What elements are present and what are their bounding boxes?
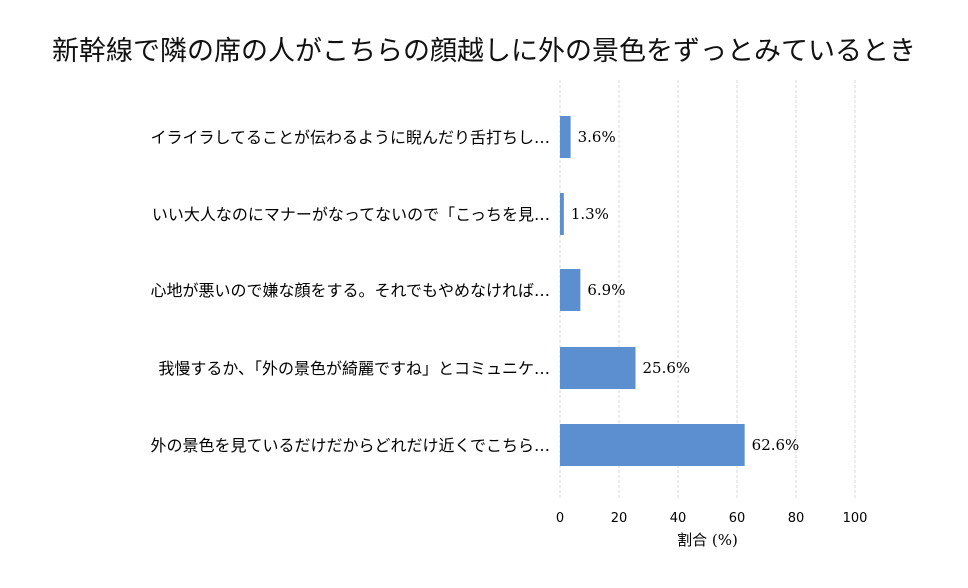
value-labels: 3.6% 1.3% 6.9% 25.6% 62.6% <box>571 128 799 454</box>
x-axis-label: 割合 (%) <box>677 531 738 549</box>
x-tick-label: 80 <box>788 511 805 526</box>
x-tick-label: 0 <box>556 511 564 526</box>
bar <box>560 193 564 235</box>
category-label: 外の景色を見ているだけだからどれだけ近くでこちら… <box>150 436 550 455</box>
bars <box>560 116 745 466</box>
value-label: 1.3% <box>571 205 609 223</box>
category-label: 我慢するか、「外の景色が綺麗ですね」とコミュニケ… <box>158 359 550 378</box>
x-tick-label: 60 <box>729 511 746 526</box>
bar <box>560 424 745 466</box>
category-label: イライラしてることが伝わるように睨んだり舌打ちし… <box>150 128 550 147</box>
x-tick-label: 20 <box>611 511 628 526</box>
value-label: 25.6% <box>643 359 691 377</box>
bar <box>560 347 636 389</box>
bar <box>560 269 581 311</box>
value-label: 3.6% <box>578 128 616 146</box>
x-tick-label: 40 <box>670 511 687 526</box>
category-label: いい大人なのにマナーがなってないので「こっちを見… <box>152 205 550 224</box>
chart-title: 新幹線で隣の席の人がこちらの顔越しに外の景色をずっとみているとき <box>52 36 916 67</box>
value-label: 62.6% <box>752 436 800 454</box>
x-axis-ticks: 0 20 40 60 80 100 <box>556 511 868 526</box>
category-labels: イライラしてることが伝わるように睨んだり舌打ちし… いい大人なのにマナーがなってな… <box>150 128 550 455</box>
category-label: 心地が悪いので嫌な顔をする。それでもやめなければ… <box>150 281 550 300</box>
bar <box>560 116 571 158</box>
value-label: 6.9% <box>587 281 625 299</box>
x-tick-label: 100 <box>843 511 868 526</box>
